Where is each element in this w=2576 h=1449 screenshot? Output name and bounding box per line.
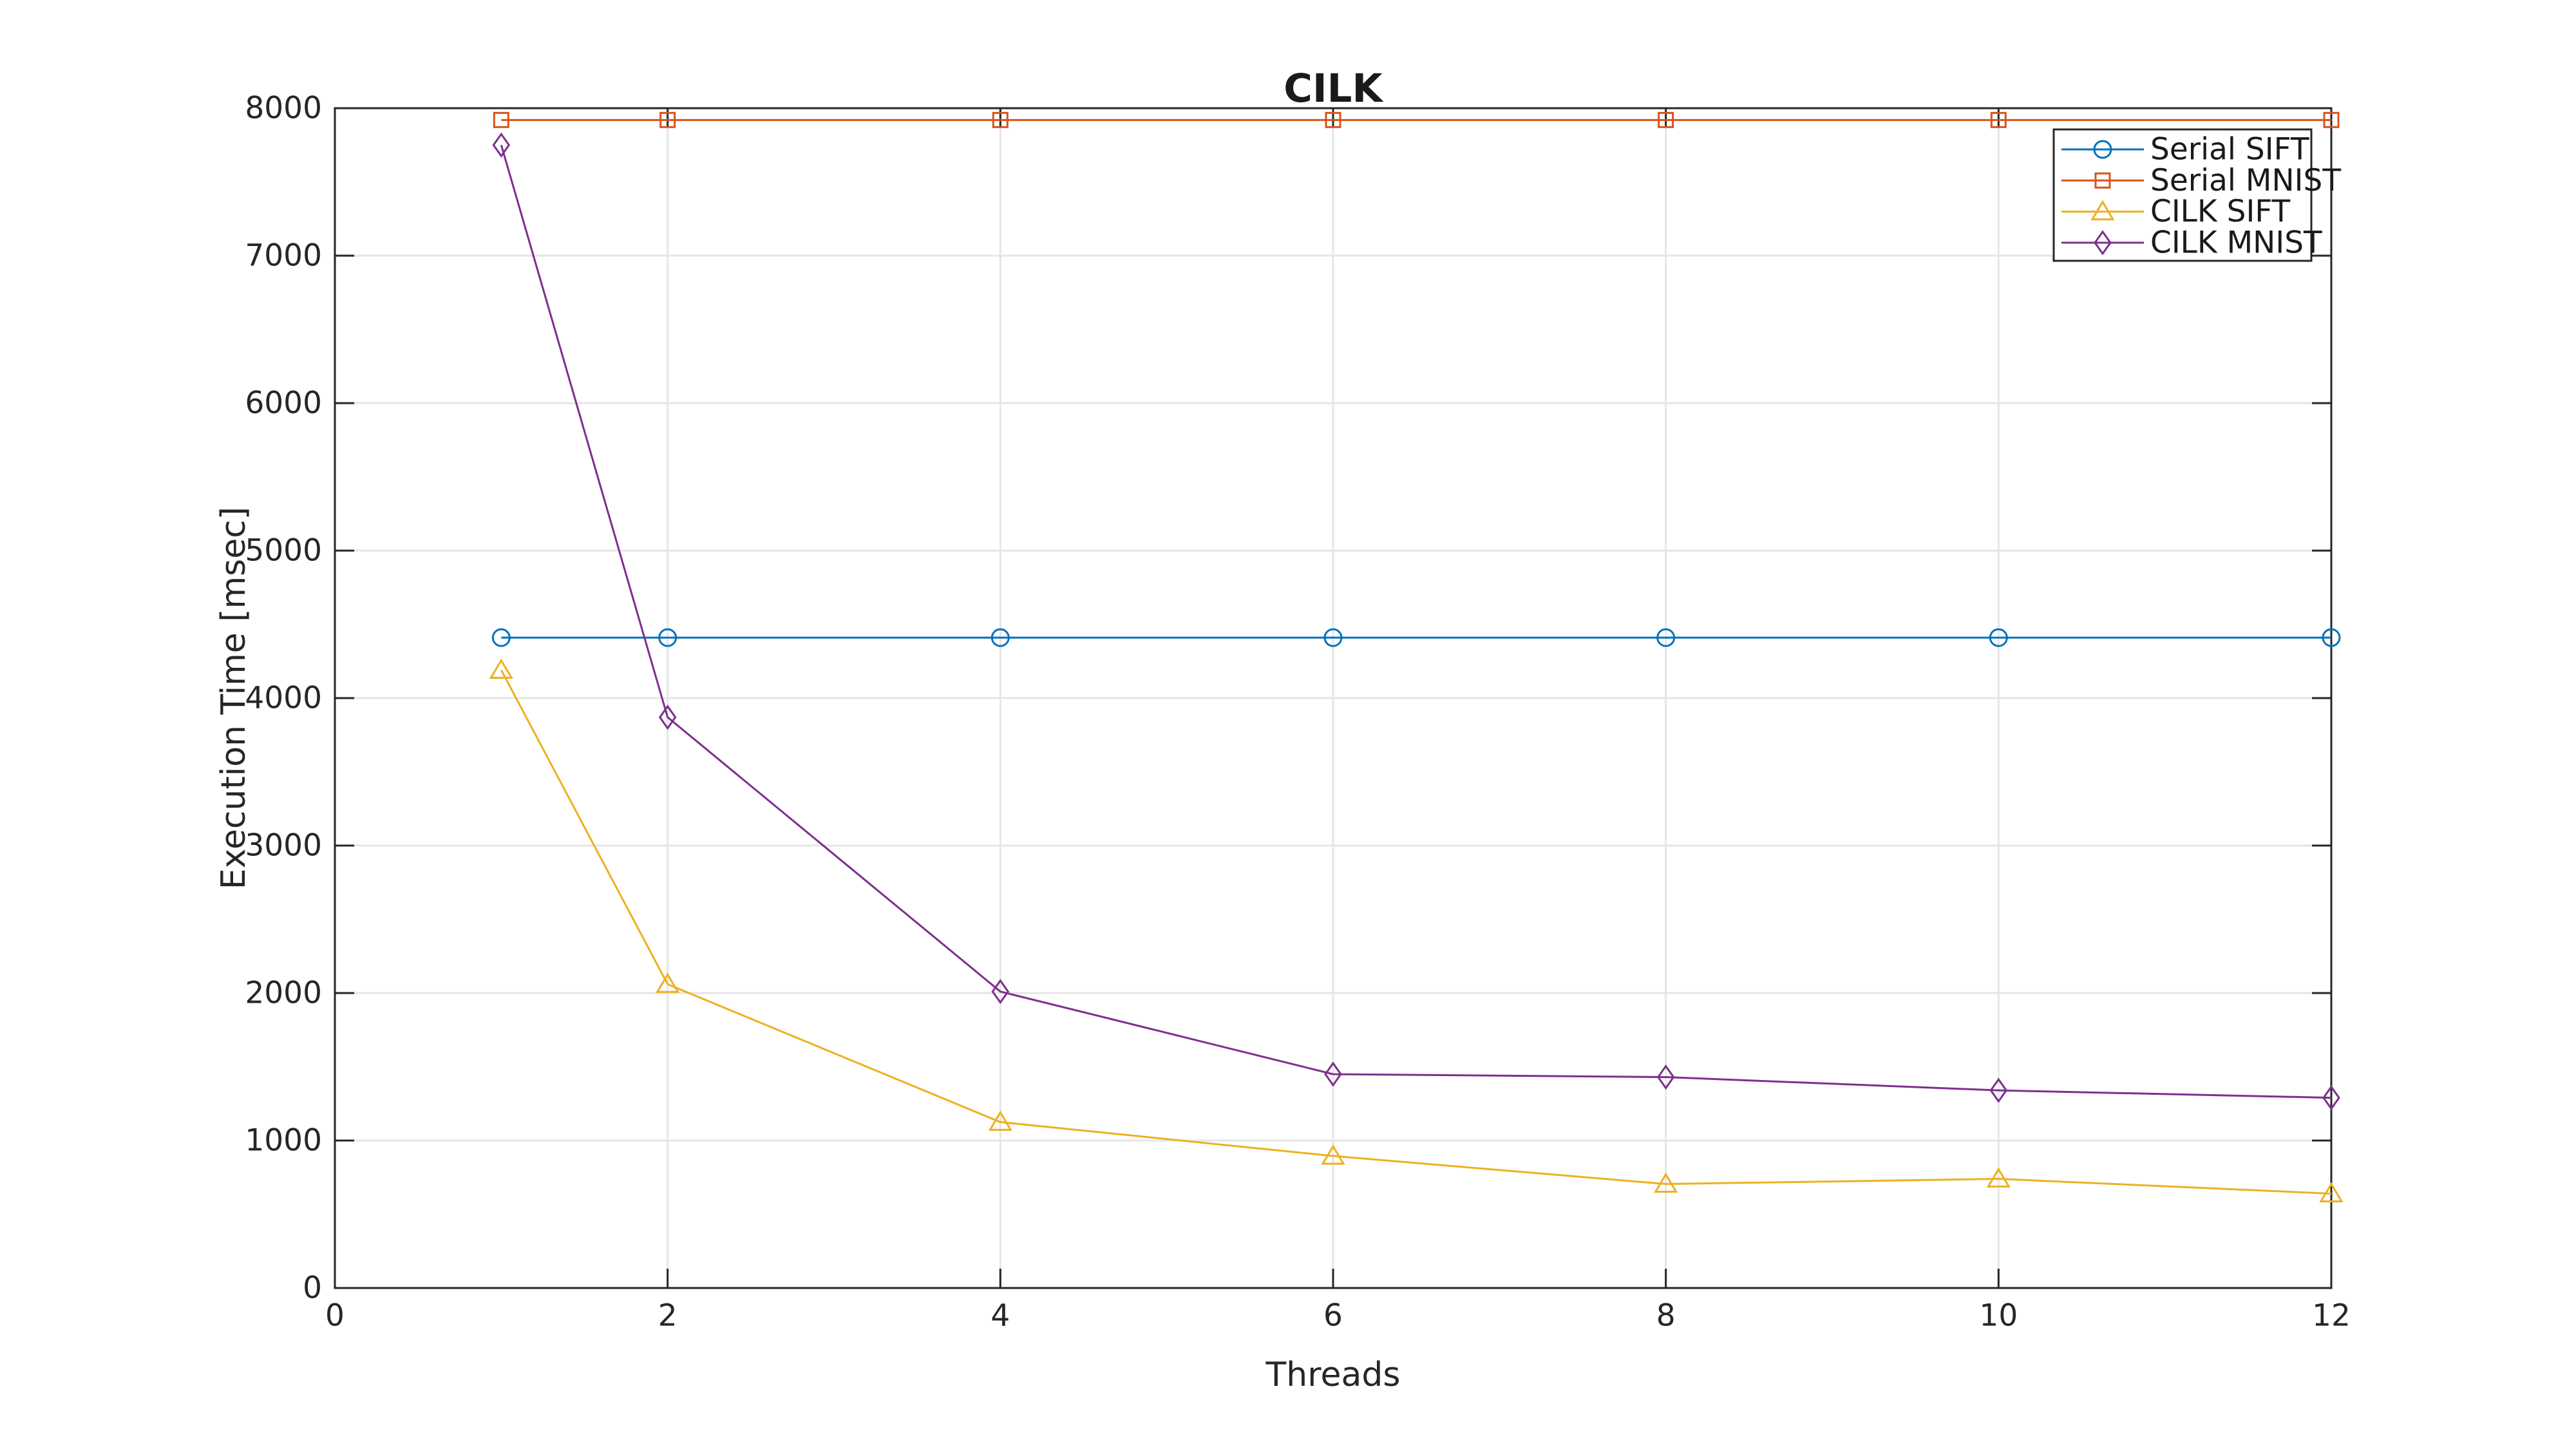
marker-serial-mnist	[493, 111, 509, 128]
legend-item-cilk-mnist: CILK MNIST	[2061, 225, 2322, 260]
legend-item-serial-sift: Serial SIFT	[2061, 132, 2309, 167]
marker-serial-mnist	[659, 111, 676, 128]
y-tick-label: 2000	[245, 976, 322, 1011]
y-tick-label: 7000	[245, 238, 322, 274]
marker-cilk-mnist	[991, 979, 1010, 1005]
tick-layer	[334, 107, 2333, 1289]
marker-serial-mnist	[2323, 111, 2340, 128]
y-tick-label: 0	[303, 1271, 322, 1306]
y-tick-label: 4000	[245, 681, 322, 716]
x-tick-label: 10	[1979, 1298, 2018, 1333]
legend-marker-circle-icon	[2093, 140, 2112, 159]
tick-label-layer: 0 2 4 6 8 10 12 0 1000 2000 3000 4000 5000 6000 7000 80…	[245, 91, 2351, 1334]
x-tick-label: 8	[1656, 1298, 1676, 1333]
x-tick-label: 6	[1323, 1298, 1343, 1333]
legend-label: Serial MNIST	[2150, 163, 2341, 198]
marker-serial-mnist	[1325, 111, 1341, 128]
y-tick-label: 6000	[245, 386, 322, 421]
marker-cilk-mnist	[1989, 1077, 2008, 1103]
legend-label: CILK MNIST	[2150, 225, 2322, 260]
legend-marker-diamond-icon	[2094, 230, 2112, 256]
marker-cilk-mnist	[1324, 1061, 1342, 1087]
series-layer	[489, 111, 2344, 1202]
y-tick-label: 5000	[245, 533, 322, 569]
x-tick-label: 4	[990, 1298, 1010, 1333]
marker-cilk-mnist	[492, 132, 511, 158]
marker-cilk-mnist	[2322, 1084, 2340, 1111]
marker-serial-sift	[491, 628, 511, 647]
x-tick-label: 0	[325, 1298, 345, 1333]
marker-cilk-sift	[489, 658, 513, 679]
legend-marker-triangle-icon	[2090, 200, 2115, 221]
marker-serial-sift	[990, 628, 1010, 647]
marker-serial-mnist	[1990, 111, 2007, 128]
grid-layer	[335, 108, 2331, 1288]
legend-item-cilk-sift: CILK SIFT	[2061, 194, 2291, 229]
marker-cilk-sift	[2319, 1182, 2344, 1202]
marker-cilk-sift	[1321, 1144, 1345, 1165]
marker-serial-sift	[1656, 628, 1676, 647]
legend-marker-square-icon	[2094, 172, 2111, 189]
y-tick-label: 3000	[245, 828, 322, 864]
y-tick-label: 8000	[245, 91, 322, 126]
x-axis-label: Threads	[1265, 1356, 1401, 1394]
marker-cilk-sift	[656, 972, 680, 993]
x-tick-label: 12	[2312, 1298, 2351, 1333]
marker-cilk-mnist	[1656, 1064, 1675, 1090]
marker-serial-sift	[658, 628, 677, 647]
legend-item-serial-mnist: Serial MNIST	[2061, 163, 2341, 198]
marker-cilk-sift	[1654, 1172, 1678, 1193]
legend-label: Serial SIFT	[2150, 132, 2309, 167]
marker-cilk-sift	[1986, 1167, 2011, 1188]
marker-cilk-sift	[988, 1110, 1012, 1131]
chart-title: CILK	[1283, 66, 1384, 111]
marker-serial-sift	[1323, 628, 1343, 647]
marker-cilk-mnist	[658, 705, 677, 730]
series-line-cilk-sift	[500, 669, 2332, 1195]
marker-serial-sift	[1989, 628, 2008, 647]
marker-serial-mnist	[992, 111, 1009, 128]
x-tick-label: 2	[658, 1298, 677, 1333]
marker-serial-mnist	[1658, 111, 1674, 128]
marker-serial-sift	[2322, 628, 2341, 647]
y-axis-label: Execution Time [msec]	[214, 507, 253, 889]
y-tick-label: 1000	[245, 1123, 322, 1159]
series-line-cilk-mnist	[500, 144, 2332, 1099]
legend-label: CILK SIFT	[2150, 194, 2291, 229]
